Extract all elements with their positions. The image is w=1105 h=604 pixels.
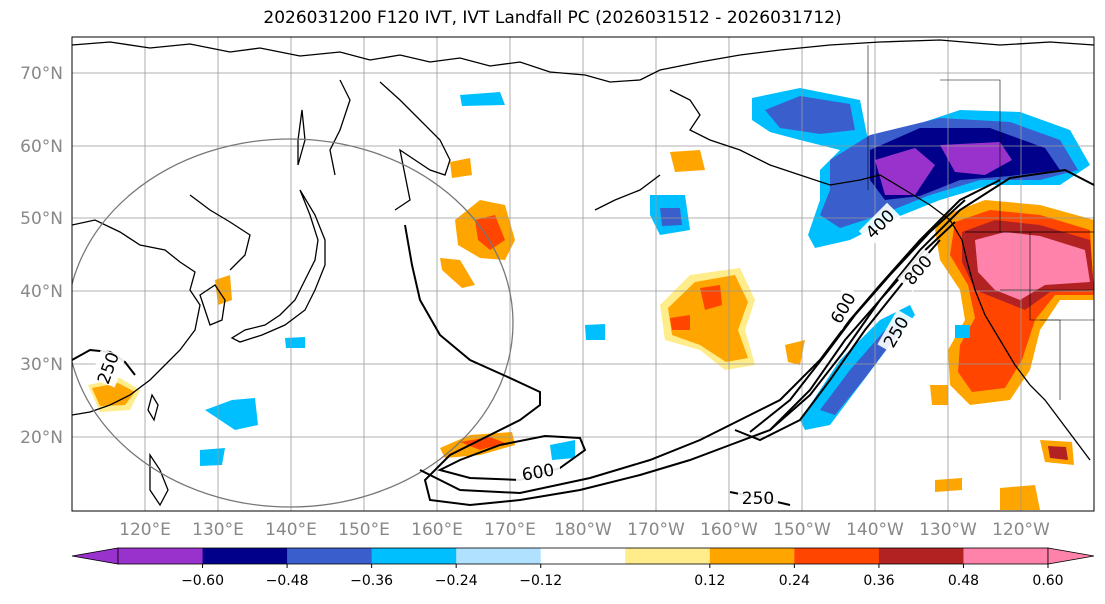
- graticule: [72, 37, 1094, 511]
- lon-label-150w: 150°W: [773, 520, 831, 540]
- lon-label-160e: 160°E: [411, 520, 463, 540]
- positive-region-south-central-core: [460, 437, 505, 450]
- plot-border: [71, 36, 1095, 512]
- ivt-contour-600-west: [437, 434, 587, 482]
- colorbar-over-arrow: [1047, 547, 1095, 565]
- colorbar-under-arrow: [71, 547, 119, 565]
- colorbar-tick-label: 0.12: [694, 573, 725, 589]
- lon-label-160w: 160°W: [700, 520, 758, 540]
- lon-label-140w: 140°W: [846, 520, 904, 540]
- ivt-contour-400: [419, 179, 1001, 495]
- colorbar-segment: [287, 548, 373, 564]
- contour-label-250-south: 250: [742, 489, 774, 509]
- positive-region-hokkaido-east-core: [475, 215, 505, 250]
- negative-region-aleutian-core: [660, 208, 682, 226]
- lon-label-170w: 170°W: [627, 520, 685, 540]
- positive-region-subtropic-1: [930, 385, 948, 405]
- lat-label-20n: 20°N: [20, 428, 63, 448]
- colorbar-segments: [117, 547, 1049, 565]
- colorbar-segment: [625, 548, 711, 564]
- lon-label-130e: 130°E: [192, 520, 244, 540]
- lon-label-140e: 140°E: [265, 520, 317, 540]
- colorbar-tick-label: −0.12: [519, 573, 562, 589]
- colorbar-segment: [709, 548, 795, 564]
- ivt-contour-600: [749, 199, 966, 433]
- colorbar-segment: [878, 548, 964, 564]
- colorbar-tick-label: −0.36: [350, 573, 393, 589]
- negative-region-bering: [460, 92, 505, 106]
- colorbar-tick-labels: −0.60 −0.48 −0.36 −0.24 −0.12 0.12 0.24 0.36 0.4…: [181, 564, 1064, 589]
- lat-label-70n: 70°N: [20, 64, 63, 84]
- colorbar-segment: [540, 548, 626, 564]
- colorbar-tick-label: 0.24: [779, 573, 810, 589]
- negative-region-japan: [285, 337, 305, 348]
- ivt-contour-250-outer: [404, 168, 1094, 507]
- lon-label-150e: 150°E: [338, 520, 390, 540]
- positive-region-central-pacific-core: [670, 285, 722, 330]
- negative-region-south-1: [200, 448, 225, 466]
- colorbar-segment: [371, 548, 457, 564]
- ivt-contour-800: [769, 221, 956, 431]
- negative-region-gulf-alaska-core: [875, 142, 1012, 195]
- lon-label-120w: 120°W: [992, 520, 1050, 540]
- positive-region-kamchatka: [450, 158, 472, 178]
- lat-label-40n: 40°N: [20, 282, 63, 302]
- longitude-labels: 120°E 130°E 140°E 150°E 160°E 170°E 180°…: [119, 520, 1050, 540]
- positive-region-aleutian: [670, 150, 705, 172]
- colorbar-segment: [118, 548, 204, 564]
- lat-label-50n: 50°N: [20, 209, 63, 229]
- colorbar-tick-label: 0.48: [948, 573, 979, 589]
- colorbar-segment: [202, 548, 288, 564]
- positive-region-taiwan-core: [92, 383, 135, 406]
- lat-label-60n: 60°N: [20, 137, 63, 157]
- lon-label-170e: 170°E: [484, 520, 536, 540]
- colorbar-tick-label: −0.24: [435, 573, 478, 589]
- map-title: 2026031200 F120 IVT, IVT Landfall PC (20…: [263, 8, 842, 28]
- negative-region-mid-pacific: [585, 324, 605, 340]
- positive-region-west-coast-core: [975, 232, 1090, 300]
- positive-region-mexico: [1000, 485, 1040, 510]
- positive-region-subtropic-2: [785, 340, 805, 365]
- positive-region-sw-coast-core: [1048, 446, 1068, 460]
- positive-region-subtropic-3: [935, 478, 962, 492]
- plot-content: 250 600 600 400 800 250 250: [72, 37, 1094, 511]
- lon-label-180w: 180°W: [554, 520, 612, 540]
- lat-label-30n: 30°N: [20, 355, 63, 375]
- positive-region-korea: [215, 275, 232, 305]
- colorbar-segment: [963, 548, 1049, 564]
- colorbar-tick-label: −0.60: [181, 573, 224, 589]
- positive-region-japan-east: [440, 258, 475, 288]
- latitude-labels: 70°N 60°N 50°N 40°N 30°N 20°N: [20, 64, 63, 448]
- colorbar-tick-label: −0.48: [266, 573, 309, 589]
- positive-region-central-pacific-inner: [668, 275, 748, 362]
- coastlines: [72, 39, 1094, 507]
- colorbar-segment: [456, 548, 542, 564]
- ivt-contours: [72, 168, 1094, 507]
- colorbar: −0.60 −0.48 −0.36 −0.24 −0.12 0.12 0.24 0.36 0.4…: [71, 547, 1095, 589]
- lon-label-130w: 130°W: [919, 520, 977, 540]
- colorbar-tick-label: 0.36: [863, 573, 894, 589]
- lon-label-120e: 120°E: [119, 520, 171, 540]
- negative-region-south-2: [550, 440, 575, 460]
- negative-region-coast: [955, 325, 970, 338]
- landfall-region-circle: [72, 138, 514, 508]
- colorbar-segment: [794, 548, 880, 564]
- colorbar-tick-label: 0.60: [1032, 573, 1063, 589]
